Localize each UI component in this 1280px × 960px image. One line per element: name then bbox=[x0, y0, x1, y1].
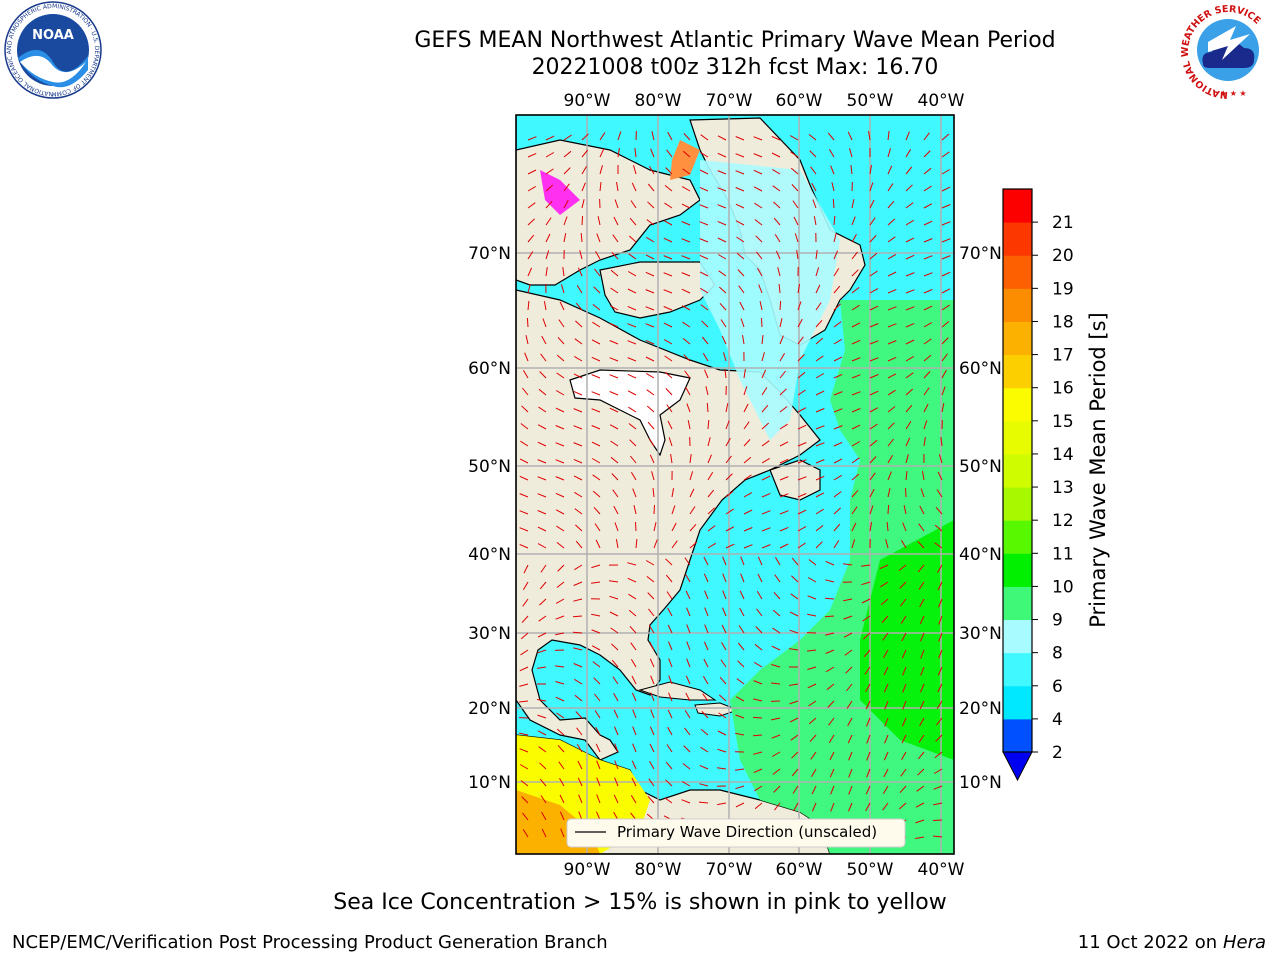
colorbar-tick-label: 18 bbox=[1052, 312, 1074, 332]
colorbar-band bbox=[1003, 453, 1032, 488]
lat-label-left: 30°N bbox=[468, 624, 511, 644]
colorbar-tick-label: 10 bbox=[1052, 577, 1074, 597]
lat-label-left: 20°N bbox=[468, 699, 511, 719]
lon-label-top: 70°W bbox=[706, 91, 753, 111]
direction-legend-label: Primary Wave Direction (unscaled) bbox=[617, 823, 877, 841]
colorbar-tick-label: 2 bbox=[1052, 743, 1063, 763]
sea-ice-caption: Sea Ice Concentration > 15% is shown in … bbox=[333, 890, 947, 915]
colorbar-band bbox=[1003, 354, 1032, 389]
colorbar-band bbox=[1003, 255, 1032, 289]
arctic-islands-land bbox=[516, 139, 701, 286]
lat-label-right: 30°N bbox=[959, 624, 1002, 644]
lon-label-top: 80°W bbox=[635, 91, 682, 111]
noaa-logo-icon: NATIONAL OCEANIC AND ATMOSPHERIC ADMINIS… bbox=[0, 0, 102, 99]
colorbar-band bbox=[1003, 321, 1032, 356]
colorbar-tick-label: 16 bbox=[1052, 379, 1074, 399]
colorbar-band bbox=[1003, 685, 1032, 720]
lat-label-right: 50°N bbox=[959, 457, 1002, 477]
colorbar-band bbox=[1003, 487, 1032, 521]
footer-date: 11 Oct 2022 on Hera bbox=[1078, 932, 1266, 953]
colorbar-title: Primary Wave Mean Period [s] bbox=[1086, 312, 1110, 628]
nws-logo-icon: NATIONAL WEATHER SERVICE ★ ★ ★ bbox=[1180, 4, 1274, 100]
lon-label-bottom: 40°W bbox=[918, 860, 965, 880]
lon-label-bottom: 90°W bbox=[564, 860, 611, 880]
lat-label-left: 40°N bbox=[468, 545, 511, 565]
colorbar-under-arrow bbox=[1002, 751, 1033, 782]
sea-ice-patch-2 bbox=[670, 140, 700, 180]
lat-label-right: 40°N bbox=[959, 545, 1002, 565]
colorbar-tick-label: 19 bbox=[1052, 279, 1074, 299]
colorbar-band bbox=[1003, 420, 1032, 455]
colorbar-band bbox=[1003, 189, 1032, 223]
colorbar-band bbox=[1003, 718, 1032, 753]
lat-label-right: 20°N bbox=[959, 699, 1002, 719]
hudson-bay-area bbox=[569, 369, 691, 457]
colorbar-band bbox=[1003, 586, 1032, 621]
colorbar-band bbox=[1003, 387, 1032, 422]
lat-label-right: 10°N bbox=[959, 773, 1002, 793]
colorbar-tick-label: 17 bbox=[1052, 346, 1074, 366]
lon-label-top: 40°W bbox=[918, 91, 965, 111]
colorbar-frame bbox=[1002, 188, 1033, 753]
lat-label-left: 70°N bbox=[468, 244, 511, 264]
lon-label-top: 60°W bbox=[776, 91, 823, 111]
lon-label-top: 90°W bbox=[564, 91, 611, 111]
lon-label-bottom: 80°W bbox=[635, 860, 682, 880]
lat-label-left: 60°N bbox=[468, 359, 511, 379]
noaa-text: NOAA bbox=[32, 28, 74, 43]
colorbar-band bbox=[1003, 222, 1032, 256]
footer-date-text: 11 Oct 2022 on bbox=[1077, 932, 1223, 953]
footer-machine: Hera bbox=[1222, 932, 1266, 953]
map-frame bbox=[515, 114, 955, 855]
colorbar-tick-label: 12 bbox=[1052, 511, 1074, 531]
colorbar-tick-label: 21 bbox=[1052, 213, 1074, 233]
labrador-sea-field bbox=[700, 160, 840, 440]
bright-green-period-field bbox=[860, 520, 954, 760]
chart-subtitle: 20221008 t00z 312h fcst Max: 16.70 bbox=[531, 55, 939, 80]
lon-label-top: 50°W bbox=[847, 91, 894, 111]
svg-text:★ ★ ★: ★ ★ ★ bbox=[1220, 89, 1247, 98]
colorbar-tick-label: 13 bbox=[1052, 478, 1074, 498]
colorbar-band bbox=[1003, 288, 1032, 322]
colorbar-band bbox=[1003, 652, 1032, 687]
direction-legend-box bbox=[566, 818, 906, 848]
lon-label-bottom: 60°W bbox=[776, 860, 823, 880]
colorbar-tick-label: 20 bbox=[1052, 246, 1074, 266]
colorbar-band bbox=[1003, 520, 1032, 554]
lat-label-left: 10°N bbox=[468, 773, 511, 793]
colorbar-tick-label: 6 bbox=[1052, 677, 1063, 697]
lat-label-right: 60°N bbox=[959, 359, 1002, 379]
lat-label-left: 50°N bbox=[468, 457, 511, 477]
lon-label-bottom: 50°W bbox=[847, 860, 894, 880]
colorbar-band bbox=[1003, 553, 1032, 587]
colorbar-tick-label: 4 bbox=[1052, 710, 1063, 730]
colorbar-tick-label: 11 bbox=[1052, 544, 1074, 564]
footer-credit: NCEP/EMC/Verification Post Processing Pr… bbox=[12, 932, 608, 953]
lon-label-bottom: 70°W bbox=[706, 860, 753, 880]
chart-title: GEFS MEAN Northwest Atlantic Primary Wav… bbox=[414, 28, 1056, 53]
colorbar-tick-label: 8 bbox=[1052, 644, 1063, 664]
colorbar-band bbox=[1003, 619, 1032, 654]
newfoundland-land bbox=[769, 459, 821, 501]
colorbar-tick-label: 9 bbox=[1052, 611, 1063, 631]
colorbar-tick-label: 15 bbox=[1052, 412, 1074, 432]
lat-label-right: 70°N bbox=[959, 244, 1002, 264]
colorbar-tick-label: 14 bbox=[1052, 445, 1074, 465]
